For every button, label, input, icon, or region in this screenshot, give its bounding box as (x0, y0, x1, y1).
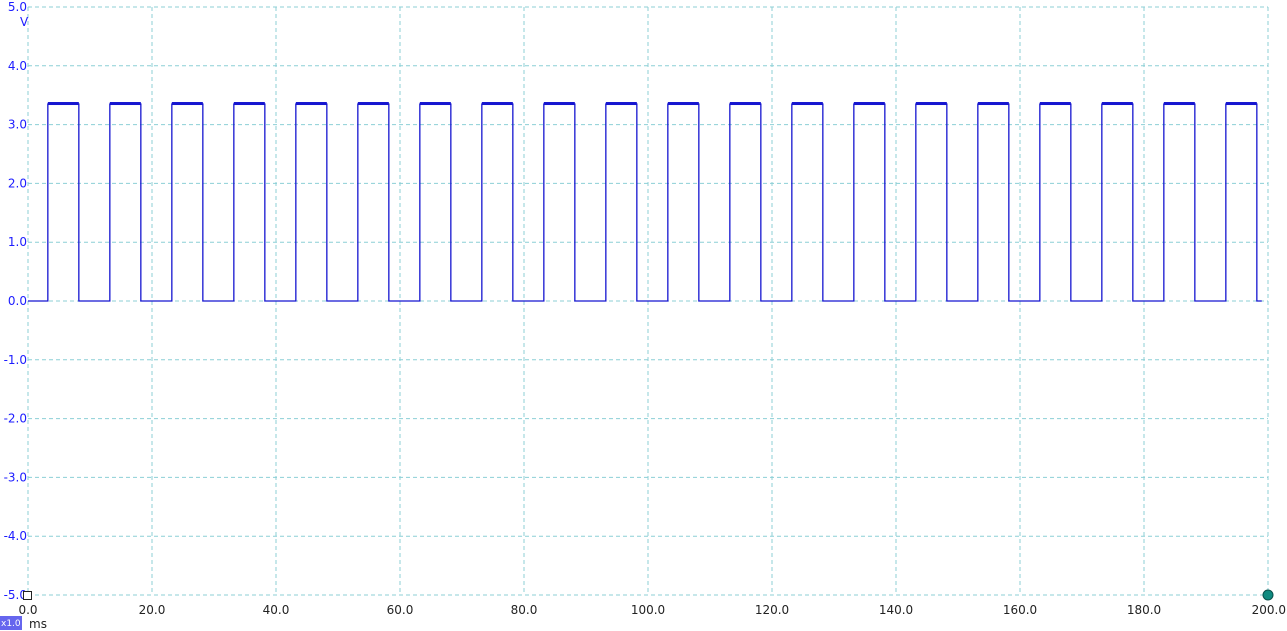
x-tick-label: 0.0 (18, 603, 37, 617)
x-tick-label: 120.0 (755, 603, 789, 617)
y-tick-label: 2.0 (8, 176, 27, 190)
pulse-high-noise (1101, 102, 1133, 106)
x-tick-label: 200.0 (1252, 603, 1286, 617)
x-tick-label: 140.0 (879, 603, 913, 617)
pulse-high-noise (605, 102, 637, 106)
zoom-badge-label: x1.0 (1, 619, 21, 629)
trigger-marker-end[interactable] (1262, 589, 1274, 601)
y-tick-label: -5.0 (4, 588, 27, 602)
x-tick-label: 180.0 (1127, 603, 1161, 617)
pulse-high-noise (1225, 102, 1257, 106)
y-tick-label: -1.0 (4, 353, 27, 367)
pulse-high-noise (853, 102, 885, 106)
zoom-badge[interactable] (0, 616, 22, 630)
pulse-high-noise (791, 102, 823, 106)
y-tick-label: -2.0 (4, 412, 27, 426)
pulse-high-noise (667, 102, 699, 106)
series-line (28, 103, 1262, 302)
x-tick-label: 100.0 (631, 603, 665, 617)
pulse-high-noise (977, 102, 1009, 106)
pulse-high-noise (233, 102, 265, 106)
y-tick-label: 3.0 (8, 118, 27, 132)
y-tick-label: -4.0 (4, 529, 27, 543)
y-tick-label: 5.0 (8, 0, 27, 14)
pulse-high-noise (543, 102, 575, 106)
x-tick-label: 20.0 (139, 603, 166, 617)
pulse-high-noise (729, 102, 761, 106)
y-axis-unit: V (20, 15, 29, 29)
y-tick-label: 1.0 (8, 235, 27, 249)
trigger-marker-start[interactable] (23, 591, 32, 600)
pulse-high-noise (419, 102, 451, 106)
y-tick-label: -3.0 (4, 470, 27, 484)
x-axis-unit: ms (29, 617, 47, 631)
y-axis-ticks: 5.0 4.0 3.0 2.0 1.0 0.0 -1.0 -2.0 -3.0 -4.0 -5.0 (4, 0, 27, 602)
pulse-high-noise (915, 102, 947, 106)
y-tick-label: 0.0 (8, 294, 27, 308)
x-axis-ticks: 0.0 20.0 40.0 60.0 80.0 100.0 120.0 140.0 160.0 1… (18, 603, 1286, 617)
pulse-high-noise (47, 102, 79, 106)
pulse-high-noise (171, 102, 203, 106)
x-tick-label: 40.0 (263, 603, 290, 617)
pulse-high-noise (481, 102, 513, 106)
pulse-high-noise (295, 102, 327, 106)
x-tick-label: 60.0 (387, 603, 414, 617)
pulse-high-noise (1039, 102, 1071, 106)
y-tick-label: 4.0 (8, 59, 27, 73)
pulse-high-noise (357, 102, 389, 106)
plot-grid (27, 6, 1269, 596)
pulse-high-noise (109, 102, 141, 106)
x-tick-label: 80.0 (511, 603, 538, 617)
waveform-trace (28, 102, 1262, 302)
pulse-high-noise (1163, 102, 1195, 106)
x-tick-label: 160.0 (1003, 603, 1037, 617)
